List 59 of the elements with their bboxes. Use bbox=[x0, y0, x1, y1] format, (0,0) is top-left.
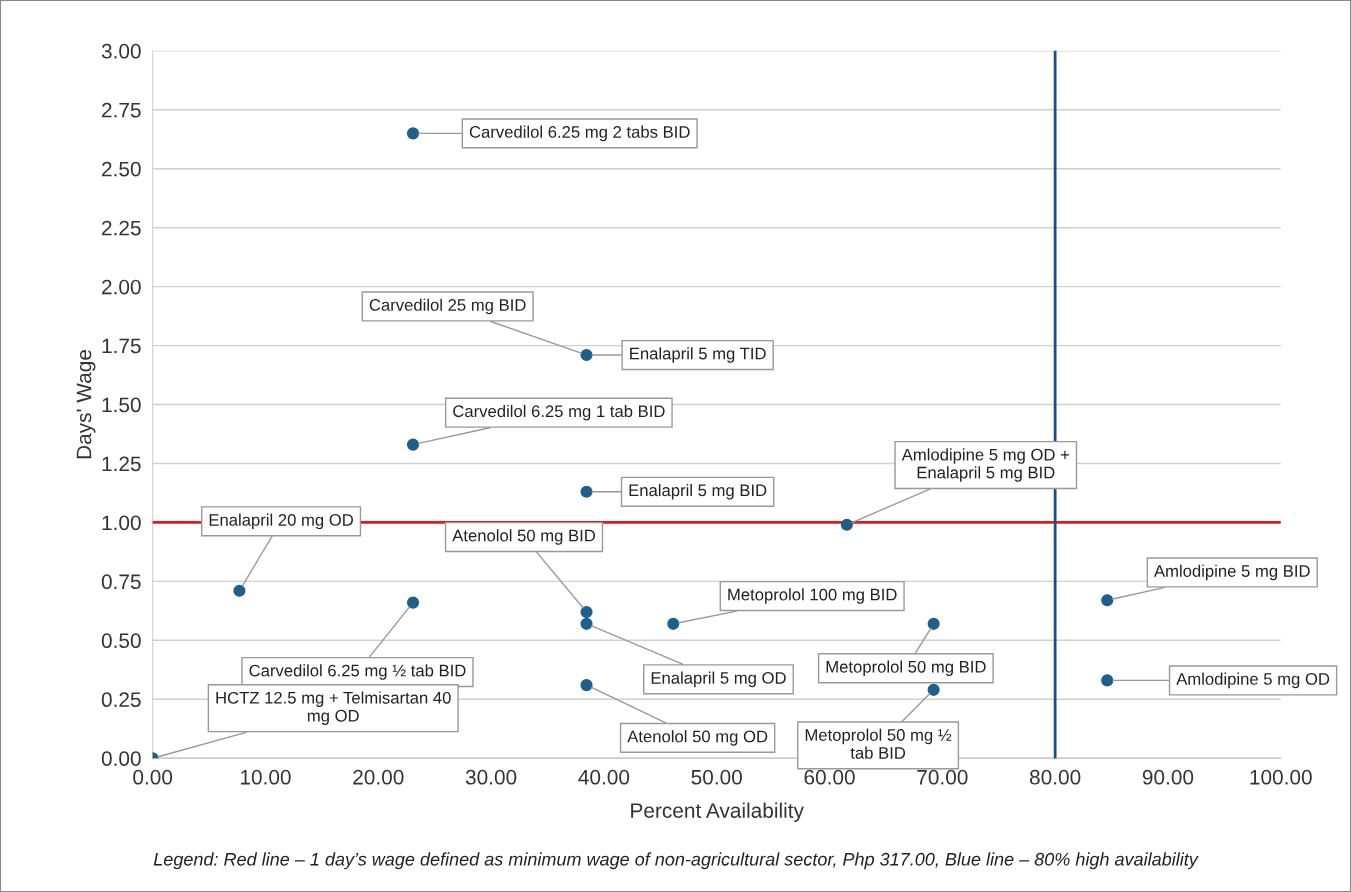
point bbox=[1101, 674, 1114, 687]
point bbox=[580, 485, 593, 498]
annotation: HCTZ 12.5 mg + Telmisartan 40 mg OD bbox=[216, 691, 451, 725]
y-tick-label: 0.25 bbox=[101, 692, 141, 708]
x-tick-label: 90.00 bbox=[1142, 769, 1194, 785]
y-tick-label: 2.75 bbox=[102, 102, 141, 118]
x-tick-label: 30.00 bbox=[465, 769, 517, 785]
y-tick-label: 0.00 bbox=[101, 751, 141, 766]
annotation: Enalapril 5 mg TID bbox=[630, 347, 766, 363]
y-tick-label: 1.00 bbox=[102, 515, 141, 531]
annotation: Atenolol 50 mg BID bbox=[452, 529, 596, 545]
y-tick-label: 2.50 bbox=[102, 161, 141, 177]
annotation: Metoprolol 100 mg BID bbox=[728, 588, 897, 604]
y-tick-label: 1.50 bbox=[102, 397, 141, 413]
point bbox=[406, 127, 420, 140]
annotation: Amlodipine 5 mg BID bbox=[1154, 564, 1310, 581]
point bbox=[667, 617, 680, 630]
annotation: Enalapril 5 mg BID bbox=[629, 483, 767, 500]
x-tick-label: 50.00 bbox=[691, 769, 742, 785]
y-tick-label: 1.75 bbox=[102, 338, 141, 354]
annotation: Amlodipine 5 mg OD bbox=[1176, 672, 1330, 689]
annotation: Atenolol 50 mg OD bbox=[627, 730, 768, 746]
x-axis-title: Percent Availability bbox=[631, 802, 804, 823]
y-tick-label: 1.25 bbox=[102, 456, 141, 472]
text: Legend: Red line – 1 day’s wage defined as minimum wage of non-agricultural sector, Php 317.00, Blue line – 80% high availability bbox=[153, 852, 1199, 870]
annotation: Carvedilol 6.25 mg 2 tabs BID bbox=[469, 125, 690, 142]
y-tick-label: 0.75 bbox=[101, 574, 141, 590]
annotation: Carvedilol 25 mg BID bbox=[369, 298, 526, 315]
y-axis-title: Days' Wage bbox=[76, 350, 96, 459]
annotation: Amlodipine 5 mg OD + Enalapril 5 mg BID bbox=[901, 448, 1070, 482]
point bbox=[580, 679, 593, 692]
annotation: Enalapril 20 mg OD bbox=[209, 513, 353, 530]
y-tick-label: 2.00 bbox=[102, 279, 141, 295]
annotation: Carvedilol 6.25 mg ½ tab BID bbox=[249, 664, 466, 680]
y-tick-label: 3.00 bbox=[101, 43, 141, 59]
x-tick-label: 20.00 bbox=[353, 769, 404, 785]
point bbox=[233, 584, 246, 597]
x-tick-label: 80.00 bbox=[1029, 769, 1081, 785]
annotation: Metoprolol 50 mg BID bbox=[826, 660, 986, 677]
annotation: Metoprolol 50 mg ½ tab BID bbox=[805, 728, 952, 759]
x-tick-label: 60.00 bbox=[804, 769, 855, 785]
point bbox=[927, 683, 940, 696]
point bbox=[580, 605, 593, 619]
point bbox=[580, 617, 593, 630]
point bbox=[840, 518, 853, 531]
point bbox=[406, 438, 420, 451]
point bbox=[406, 596, 420, 609]
annotation: Carvedilol 6.25 mg 1 tab BID bbox=[453, 404, 665, 421]
x-tick-label: 70.00 bbox=[917, 769, 968, 785]
point bbox=[1101, 594, 1114, 607]
x-tick-label: 0.00 bbox=[133, 769, 173, 785]
y-tick-label: 0.50 bbox=[101, 633, 141, 649]
point bbox=[580, 348, 593, 362]
x-tick-label: 100.00 bbox=[1250, 769, 1312, 785]
x-tick-label: 10.00 bbox=[241, 769, 291, 785]
point bbox=[927, 617, 940, 630]
y-tick-label: 2.25 bbox=[102, 220, 141, 236]
x-tick-label: 40.00 bbox=[578, 769, 630, 785]
annotation: Enalapril 5 mg OD bbox=[651, 671, 786, 688]
